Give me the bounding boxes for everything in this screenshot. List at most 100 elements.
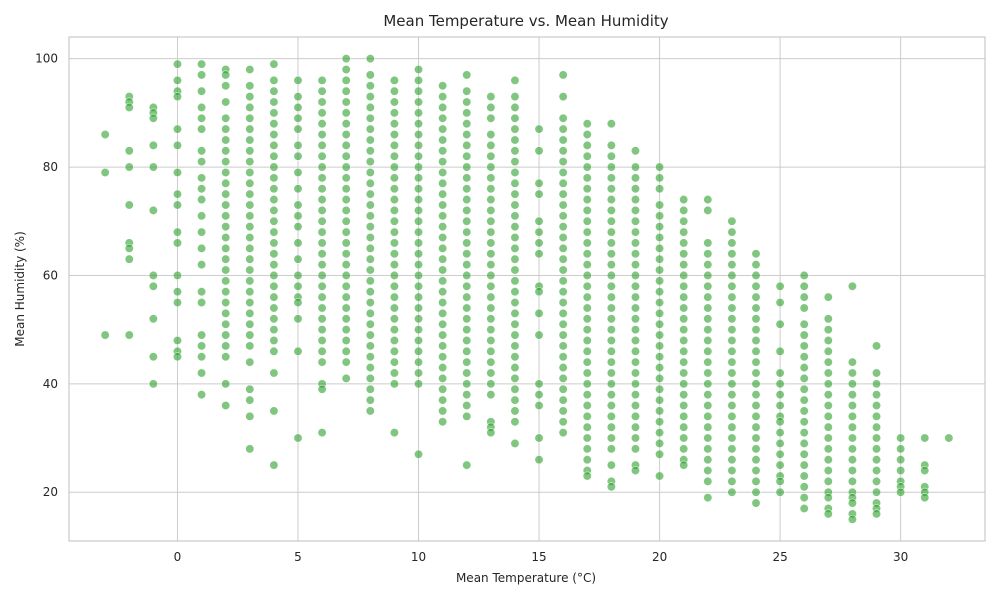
data-point — [172, 287, 182, 297]
data-point — [245, 157, 255, 167]
y-tick-label: 80 — [43, 160, 58, 174]
data-point — [414, 227, 424, 237]
data-point — [751, 411, 761, 421]
grid-lines — [69, 37, 985, 541]
data-point — [221, 113, 231, 123]
data-point — [847, 466, 857, 476]
data-point — [606, 249, 616, 259]
data-point — [341, 325, 351, 335]
data-point — [799, 428, 809, 438]
data-point — [727, 411, 737, 421]
data-point — [847, 433, 857, 443]
data-point — [197, 86, 207, 96]
data-point — [823, 292, 833, 302]
data-point — [727, 422, 737, 432]
data-point — [823, 455, 833, 465]
data-point — [462, 173, 472, 183]
data-point — [365, 319, 375, 329]
data-point — [245, 81, 255, 91]
data-point — [582, 390, 592, 400]
data-point — [510, 211, 520, 221]
data-point — [317, 292, 327, 302]
data-point — [124, 330, 134, 340]
data-point — [558, 135, 568, 145]
data-point — [486, 346, 496, 356]
data-point — [510, 146, 520, 156]
data-point — [679, 422, 689, 432]
data-point — [606, 444, 616, 454]
data-point — [293, 281, 303, 291]
data-point — [823, 401, 833, 411]
data-point — [438, 102, 448, 112]
data-point — [582, 260, 592, 270]
data-point — [582, 411, 592, 421]
data-point — [341, 238, 351, 248]
data-point — [799, 503, 809, 513]
data-point — [558, 200, 568, 210]
data-point — [293, 124, 303, 134]
data-point — [341, 270, 351, 280]
data-point — [703, 325, 713, 335]
data-point — [438, 406, 448, 416]
data-point — [438, 395, 448, 405]
data-point — [823, 325, 833, 335]
data-point — [389, 292, 399, 302]
data-point — [365, 135, 375, 145]
data-point — [462, 249, 472, 259]
data-point — [317, 335, 327, 345]
data-point — [582, 173, 592, 183]
data-point — [245, 265, 255, 275]
data-point — [727, 346, 737, 356]
data-point — [534, 433, 544, 443]
data-point — [751, 292, 761, 302]
data-point — [630, 401, 640, 411]
data-point — [462, 162, 472, 172]
data-point — [148, 162, 158, 172]
data-point — [847, 498, 857, 508]
data-point — [630, 249, 640, 259]
data-point — [558, 406, 568, 416]
data-point — [582, 227, 592, 237]
data-point — [245, 222, 255, 232]
data-point — [438, 308, 448, 318]
data-point — [799, 406, 809, 416]
data-point — [124, 200, 134, 210]
data-point — [655, 417, 665, 427]
data-point — [245, 102, 255, 112]
data-point — [751, 303, 761, 313]
data-point — [872, 341, 882, 351]
data-point — [438, 113, 448, 123]
data-point — [221, 243, 231, 253]
data-point — [775, 460, 785, 470]
data-point — [510, 75, 520, 85]
data-point — [438, 124, 448, 134]
data-point — [510, 276, 520, 286]
data-point — [148, 314, 158, 324]
data-point — [630, 195, 640, 205]
data-point — [823, 476, 833, 486]
data-point — [269, 151, 279, 161]
data-point — [775, 476, 785, 486]
data-point — [510, 373, 520, 383]
data-point — [558, 167, 568, 177]
data-point — [245, 341, 255, 351]
data-point — [197, 146, 207, 156]
data-point — [534, 330, 544, 340]
data-point — [582, 281, 592, 291]
data-point — [775, 298, 785, 308]
data-point — [438, 384, 448, 394]
data-point — [245, 308, 255, 318]
data-point — [630, 216, 640, 226]
data-point — [389, 379, 399, 389]
data-point — [293, 113, 303, 123]
data-point — [365, 330, 375, 340]
data-point — [172, 352, 182, 362]
data-point — [389, 368, 399, 378]
data-point — [414, 260, 424, 270]
data-point — [317, 325, 327, 335]
data-point — [269, 119, 279, 129]
data-point — [703, 493, 713, 503]
data-point — [727, 357, 737, 367]
data-point — [703, 411, 713, 421]
data-point — [197, 287, 207, 297]
